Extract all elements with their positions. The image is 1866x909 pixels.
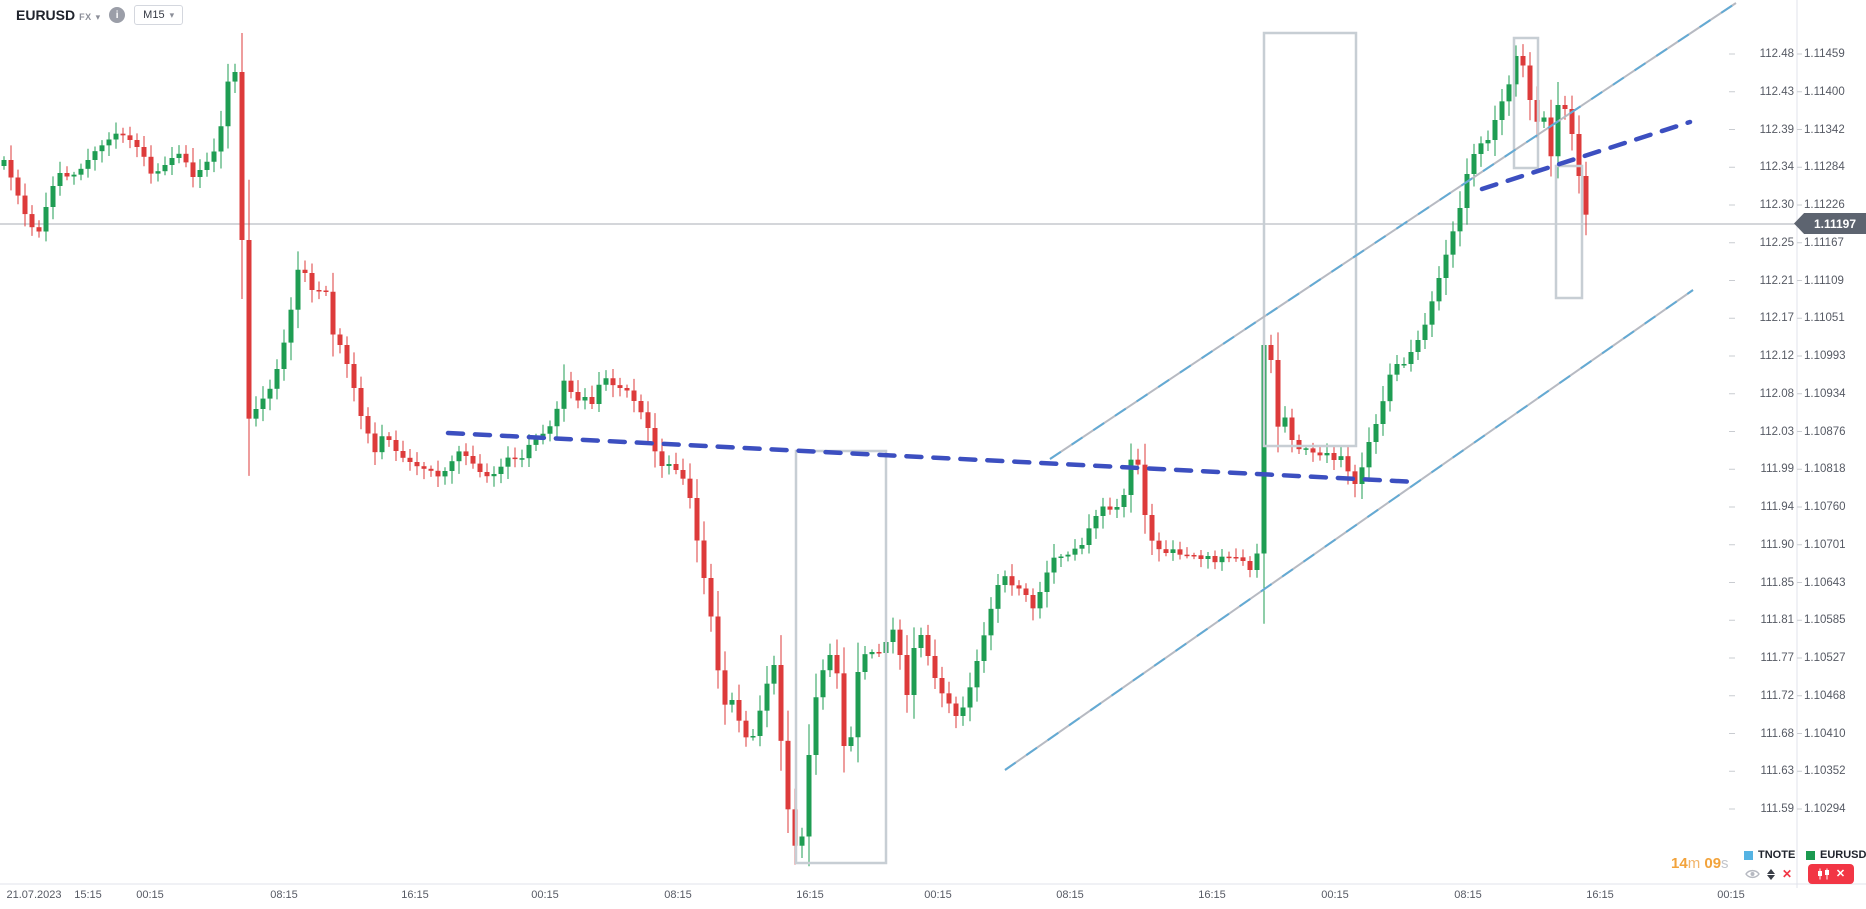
price-label-tnote: 112.21 [1759,274,1794,287]
price-label-eurusd: 1.10352 [1804,765,1846,778]
measure-rect-target[interactable] [1554,164,1584,300]
price-label-tnote: 112.25 [1759,236,1794,249]
symbol-market-tag: FX [79,12,92,22]
price-label-tnote: 111.85 [1760,576,1794,589]
time-label: 16:15 [401,889,429,901]
price-label-tnote: 112.48 [1759,48,1794,60]
price-label-eurusd: 1.10294 [1804,803,1846,815]
time-label: 00:15 [136,889,164,901]
time-label: 08:15 [270,889,298,901]
price-label-tnote: 111.72 [1760,689,1794,702]
channel-upper[interactable] [1049,2,1737,460]
price-label-tnote: 111.99 [1760,463,1794,476]
countdown-minutes: 14 [1671,855,1688,872]
countdown-seconds: 09 [1704,855,1722,872]
chart-header: EURUSD FX ▾ i M15 ▾ [16,5,184,25]
price-label-tnote: 112.43 [1759,85,1794,98]
price-label-tnote: 111.81 [1760,614,1794,627]
price-label-tnote: 111.59 [1760,803,1794,815]
price-label-eurusd: 1.11342 [1804,123,1845,136]
price-label-eurusd: 1.10818 [1804,463,1846,476]
measure-rect-peak[interactable] [1512,36,1540,170]
chevron-down-icon: ▾ [95,12,101,22]
timeframe-label: M15 [143,9,165,21]
price-label-tnote: 112.30 [1759,199,1794,211]
time-label: 16:15 [796,889,824,901]
price-label-tnote: 111.63 [1760,765,1794,778]
tnote-close-icon[interactable]: ✕ [1782,867,1793,881]
price-label-eurusd: 1.10468 [1804,689,1846,702]
price-label-eurusd: 1.10585 [1804,614,1846,627]
price-label-eurusd: 1.11109 [1804,274,1844,287]
legend-item-tnote[interactable]: TNOTE [1744,849,1795,861]
price-label-eurusd: 1.11284 [1804,161,1845,174]
price-label-tnote: 112.12 [1759,350,1794,362]
price-label-eurusd: 1.10527 [1804,652,1846,664]
price-label-eurusd: 1.10934 [1804,387,1846,400]
price-label-tnote: 112.17 [1759,312,1794,325]
price-label-tnote: 111.94 [1760,501,1794,513]
time-label: 00:15 [924,889,952,901]
eurusd-legend-label: EURUSD [1820,849,1866,861]
price-label-eurusd: 1.11400 [1804,85,1845,98]
symbol-selector[interactable]: EURUSD FX ▾ [16,7,100,23]
move-scale-icon[interactable] [1767,868,1775,880]
info-icon[interactable]: i [109,7,126,23]
timeframe-button[interactable]: M15 ▾ [134,5,184,25]
price-label-eurusd: 1.10643 [1804,576,1846,589]
time-label: 16:15 [1198,889,1226,901]
countdown-unit-m: m [1687,855,1701,872]
price-label-tnote: 112.08 [1759,387,1794,400]
candlestick-icon [1817,868,1829,880]
rising-support[interactable] [1479,119,1693,192]
legend-item-eurusd[interactable]: EURUSD [1806,849,1866,861]
tnote-swatch-icon [1744,850,1753,860]
price-label-eurusd: 1.11167 [1804,236,1844,249]
time-label: 08:15 [1056,889,1084,901]
eye-icon[interactable] [1745,868,1760,880]
price-label-eurusd: 1.10876 [1804,425,1846,438]
price-label-eurusd: 1.10993 [1804,350,1846,362]
eurusd-close-icon: ✕ [1835,867,1846,880]
tnote-legend-tools: ✕ [1745,866,1792,882]
time-label: 16:15 [1586,889,1614,901]
time-label: 00:15 [1321,889,1349,901]
chevron-down-icon: ▾ [169,9,175,20]
price-label-tnote: 112.34 [1759,161,1794,174]
price-label-eurusd: 1.11226 [1804,199,1845,211]
time-label: 21.07.2023 [6,889,62,901]
price-label-tnote: 111.77 [1760,652,1794,664]
eurusd-swatch-icon [1806,850,1815,860]
price-label-eurusd: 1.11051 [1804,312,1845,325]
last-price-badge: 1.11197 [1794,213,1866,234]
price-label-tnote: 111.90 [1760,538,1794,551]
symbol-name: EURUSD [16,7,76,23]
price-label-eurusd: 1.10701 [1804,538,1846,551]
price-label-eurusd: 1.10760 [1804,501,1846,513]
price-label-eurusd: 1.10410 [1804,727,1846,740]
price-label-tnote: 112.03 [1759,425,1794,438]
tnote-legend-label: TNOTE [1758,849,1796,861]
time-label: 08:15 [664,889,692,901]
bar-countdown: 14m 09s [1671,855,1729,872]
time-label: 00:15 [531,889,559,901]
resistance-neckline[interactable] [445,430,1419,485]
time-label: 08:15 [1454,889,1482,901]
eurusd-close-badge[interactable]: ✕ [1808,864,1854,884]
countdown-unit-s: s [1721,855,1729,872]
price-label-tnote: 112.39 [1759,123,1794,136]
time-label: 00:15 [1717,889,1745,901]
time-label: 15:15 [74,889,102,901]
measure-rect-breakout[interactable] [1262,31,1358,448]
price-label-eurusd: 1.11459 [1804,48,1845,60]
channel-lower[interactable] [1004,289,1694,771]
price-label-tnote: 111.68 [1760,727,1794,740]
